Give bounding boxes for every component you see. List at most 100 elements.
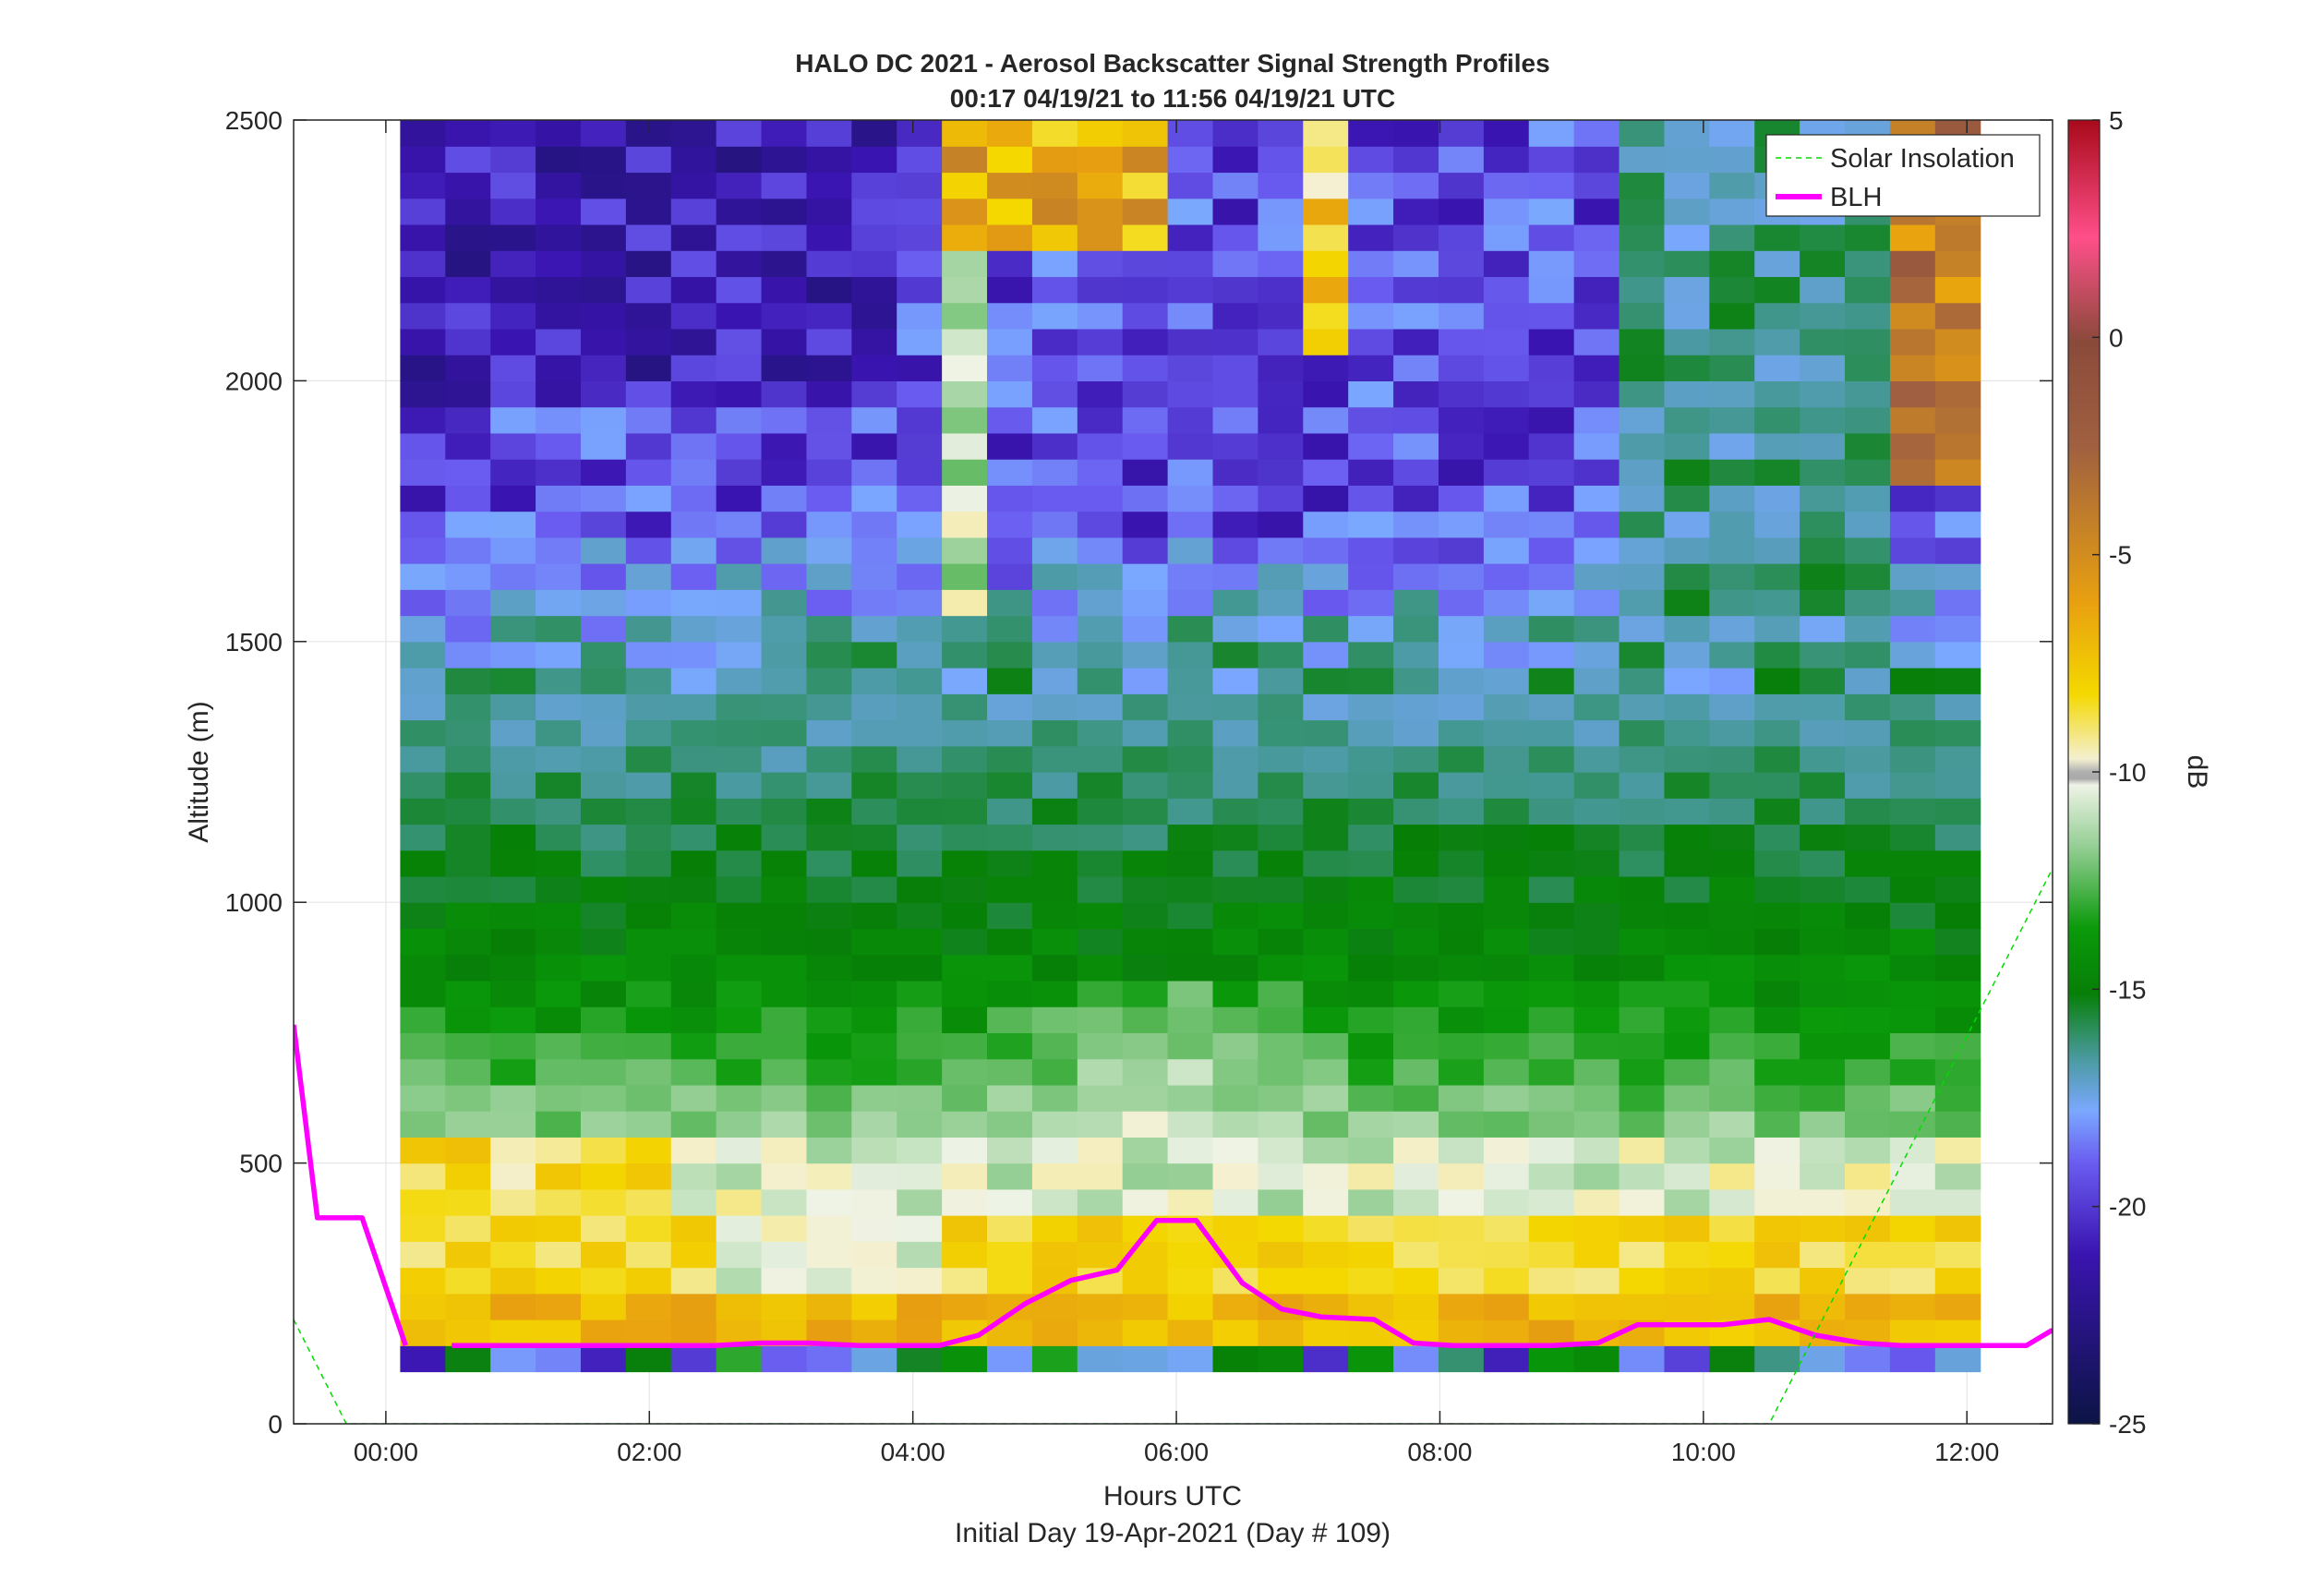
heatmap-cell	[1754, 485, 1800, 512]
heatmap-cell	[716, 563, 763, 590]
heatmap-cell	[1934, 536, 1981, 564]
heatmap-cell	[806, 1293, 852, 1320]
heatmap-cell	[1934, 615, 1981, 643]
heatmap-cell	[897, 615, 943, 643]
heatmap-cell	[536, 1032, 582, 1060]
heatmap-cell	[1800, 824, 1846, 851]
heatmap-cell	[761, 302, 808, 330]
heatmap-cell	[1573, 928, 1620, 956]
heatmap-cell	[897, 536, 943, 564]
heatmap-cell	[942, 1058, 988, 1086]
heatmap-cell	[851, 589, 897, 617]
heatmap-cell	[761, 902, 808, 930]
heatmap-cell	[1122, 355, 1169, 381]
heatmap-cell	[1528, 276, 1575, 304]
heatmap-cell	[1934, 1345, 1981, 1373]
heatmap-cell	[716, 198, 763, 225]
heatmap-cell	[1800, 928, 1846, 956]
heatmap-cell	[1122, 1293, 1169, 1320]
heatmap-cell	[1438, 719, 1485, 747]
heatmap-cell	[1483, 875, 1530, 903]
heatmap-cell	[1167, 1293, 1214, 1320]
heatmap-cell	[1212, 1137, 1258, 1164]
heatmap-cell	[580, 1137, 627, 1164]
heatmap-cell	[400, 1006, 446, 1033]
heatmap-cell	[490, 745, 536, 773]
heatmap-cell	[1348, 1084, 1394, 1112]
heatmap-cell	[897, 485, 943, 512]
heatmap-cell	[400, 223, 446, 251]
heatmap-cell	[1077, 719, 1124, 747]
heatmap-cell	[670, 380, 717, 408]
heatmap-cell	[1031, 798, 1078, 825]
heatmap-cell	[536, 1241, 582, 1269]
heatmap-cell	[1889, 511, 1936, 538]
heatmap-cell	[1619, 980, 1666, 1007]
heatmap-cell	[761, 798, 808, 825]
heatmap-cell	[987, 328, 1033, 355]
heatmap-cell	[1483, 1111, 1530, 1138]
heatmap-cell	[1483, 172, 1530, 199]
heatmap-cell	[1348, 406, 1394, 434]
heatmap-cell	[580, 1267, 627, 1295]
heatmap-cell	[851, 954, 897, 982]
heatmap-cell	[806, 1345, 852, 1373]
heatmap-cell	[1619, 1111, 1666, 1138]
heatmap-cell	[670, 1137, 717, 1164]
heatmap-cell	[1845, 693, 1891, 721]
heatmap-cell	[1258, 511, 1304, 538]
heatmap-cell	[761, 1058, 808, 1086]
chart-title: HALO DC 2021 - Aerosol Backscatter Signa…	[795, 49, 1549, 78]
heatmap-cell	[1934, 1058, 1981, 1086]
heatmap-cell	[1573, 954, 1620, 982]
heatmap-cell	[1303, 355, 1349, 381]
heatmap-cell	[1800, 563, 1846, 590]
heatmap-cell	[536, 954, 582, 982]
heatmap-cell	[1845, 406, 1891, 434]
heatmap-cell	[1212, 693, 1258, 721]
heatmap-cell	[1845, 615, 1891, 643]
heatmap-cell	[1483, 146, 1530, 174]
heatmap-cell	[445, 1319, 491, 1346]
heatmap-cell	[1303, 328, 1349, 355]
heatmap-cell	[806, 928, 852, 956]
heatmap-cell	[806, 355, 852, 381]
heatmap-cell	[851, 902, 897, 930]
heatmap-cell	[1619, 693, 1666, 721]
heatmap-cell	[851, 328, 897, 355]
heatmap-cell	[1303, 875, 1349, 903]
heatmap-cell	[1393, 954, 1439, 982]
heatmap-cell	[445, 563, 491, 590]
heatmap-cell	[625, 589, 672, 617]
heatmap-cell	[1845, 1267, 1891, 1295]
heatmap-cell	[851, 1084, 897, 1112]
heatmap-cell	[1438, 875, 1485, 903]
heatmap-cell	[1122, 902, 1169, 930]
heatmap-cell	[897, 693, 943, 721]
heatmap-cell	[1167, 536, 1214, 564]
heatmap-cell	[1754, 1032, 1800, 1060]
heatmap-cell	[670, 485, 717, 512]
legend-blh-label: BLH	[1830, 183, 1882, 212]
heatmap-cell	[1438, 302, 1485, 330]
heatmap-cell	[806, 563, 852, 590]
heatmap-cell	[1664, 223, 1710, 251]
heatmap-cell	[1800, 355, 1846, 381]
heatmap-cell	[942, 1345, 988, 1373]
heatmap-cell	[1122, 432, 1169, 460]
heatmap-cell	[1483, 1006, 1530, 1033]
heatmap-cell	[1664, 120, 1710, 147]
heatmap-cell	[1573, 980, 1620, 1007]
heatmap-cell	[1077, 589, 1124, 617]
colorbar-ticks: 50-5-10-15-20-25	[2092, 106, 2146, 1439]
heatmap-cell	[580, 693, 627, 721]
heatmap-cell	[897, 511, 943, 538]
heatmap-cell	[1709, 276, 1755, 304]
heatmap-cell	[942, 668, 988, 694]
heatmap-cell	[536, 719, 582, 747]
heatmap-cell	[400, 615, 446, 643]
colorbar-tick-label: 5	[2109, 106, 2124, 135]
heatmap-cell	[716, 745, 763, 773]
heatmap-cell	[1845, 1084, 1891, 1112]
heatmap-cell	[1258, 1215, 1304, 1242]
